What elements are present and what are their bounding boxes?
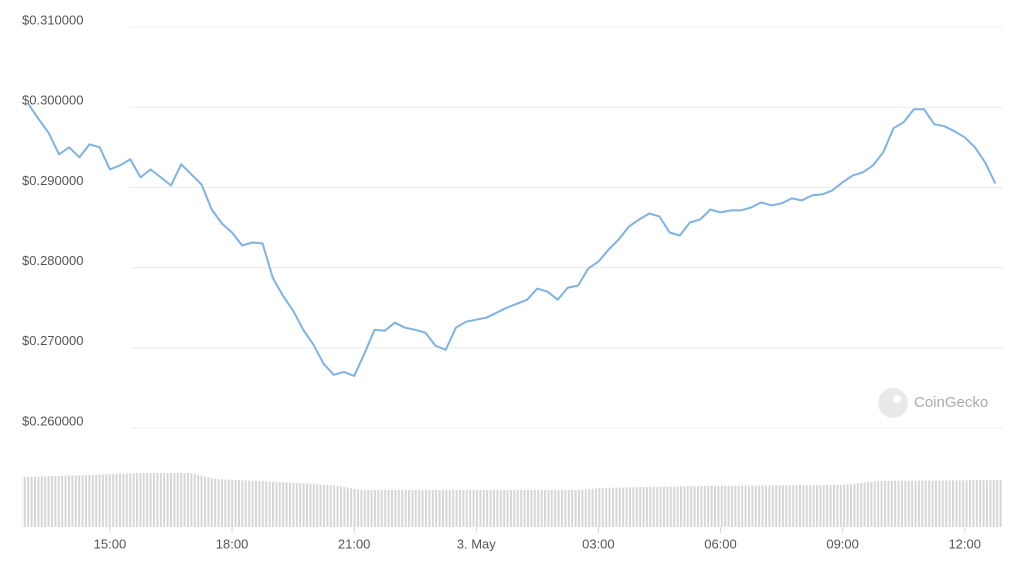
x-tick-label: 15:00 <box>94 536 127 551</box>
x-tick-label: 12:00 <box>948 536 981 551</box>
watermark-text: CoinGecko <box>914 394 988 411</box>
watermark-logo-eye <box>893 395 901 403</box>
volume-bars <box>22 473 1003 527</box>
x-tick-label: 21:00 <box>338 536 371 551</box>
x-tick-label: 03:00 <box>582 536 615 551</box>
watermark: CoinGecko <box>878 388 988 418</box>
x-tick-label: 09:00 <box>826 536 859 551</box>
price-line <box>27 103 997 377</box>
y-tick-label: $0.310000 <box>22 12 83 27</box>
x-tick-label: 18:00 <box>216 536 249 551</box>
x-tick-label: 06:00 <box>704 536 737 551</box>
y-tick-label: $0.300000 <box>22 93 83 108</box>
x-tick-label: 3. May <box>457 536 497 551</box>
y-tick-label: $0.280000 <box>22 253 83 268</box>
y-tick-label: $0.290000 <box>22 173 83 188</box>
y-tick-label: $0.260000 <box>22 413 83 428</box>
y-tick-label: $0.270000 <box>22 333 83 348</box>
watermark-logo <box>878 388 908 418</box>
